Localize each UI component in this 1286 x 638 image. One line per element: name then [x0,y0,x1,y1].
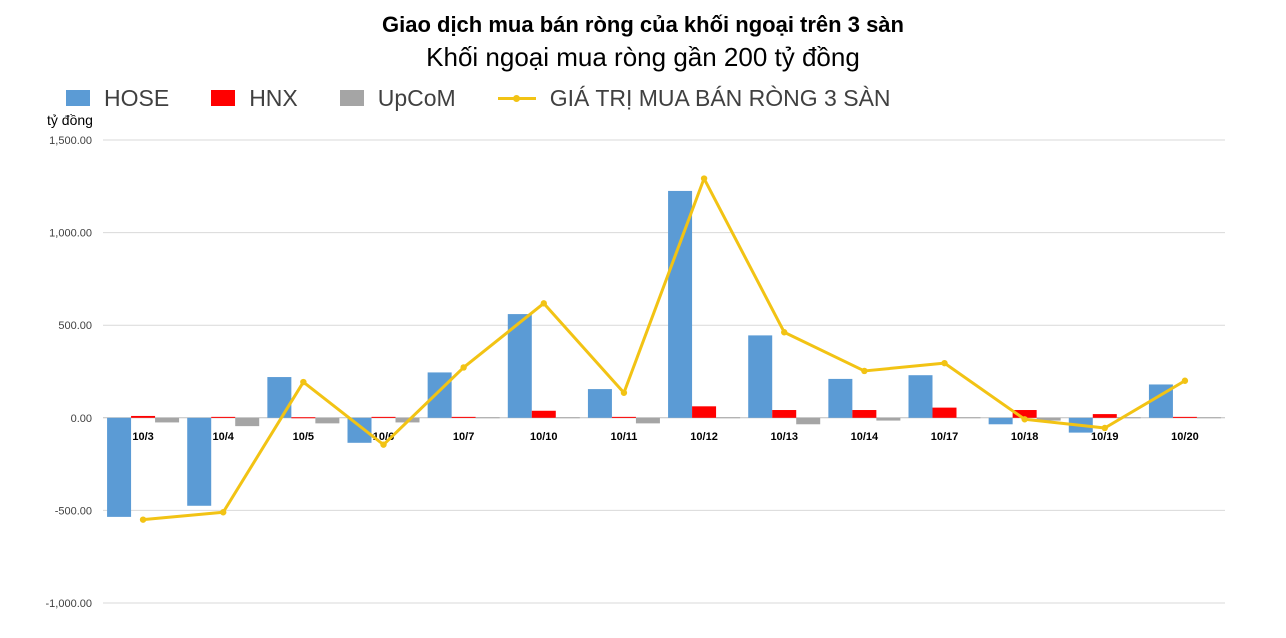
bar-upcom [315,417,340,424]
bar-hnx [131,415,156,418]
total-net-point [1101,424,1108,432]
y-tick-label: 500.00 [58,320,92,332]
x-tick-label: 10/10 [530,431,558,443]
legend-swatch-upcom [339,90,364,106]
bar-hose [828,378,853,418]
total-net-point [1181,377,1189,384]
bar-upcom [235,417,260,427]
x-tick-label: 10/13 [770,431,798,443]
bar-hnx [1012,410,1037,418]
x-tick-label: 10/17 [931,431,959,443]
bar-hnx [371,416,396,418]
bar-upcom [555,417,580,419]
bar-hose [267,377,292,418]
bar-hose [187,417,212,506]
bar-upcom [1196,417,1221,419]
bar-hose [668,190,693,418]
bar-hnx [611,416,636,418]
legend-item-hose: HOSE [66,85,169,112]
y-tick-label: 0.00 [71,413,92,425]
chart-subtitle: Khối ngoại mua ròng gần 200 tỷ đồng [426,42,860,72]
total-net-point [380,441,387,448]
x-tick-label: 10/12 [690,431,718,443]
bar-upcom [1116,417,1141,419]
bar-hose [107,417,132,517]
bar-upcom [716,417,741,419]
bar-hnx [852,410,877,418]
bar-upcom [155,417,180,423]
x-tick-label: 10/5 [293,431,314,443]
total-net-point [460,364,467,371]
bar-hnx [451,416,476,418]
chart-legend: HOSE HNX UpCoM GIÁ TRỊ MUA BÁN RÒNG 3 SÀ… [66,84,933,112]
bar-upcom [796,417,821,425]
bar-hose [587,389,612,418]
legend-swatch-total [497,90,536,106]
bar-hnx [1092,414,1117,418]
total-net-point [700,175,708,182]
total-net-point [620,389,628,396]
legend-item-hnx: HNX [211,85,298,112]
bar-hose [908,375,933,418]
bar-hose [427,372,452,418]
legend-swatch-hnx [211,90,236,106]
x-tick-label: 10/19 [1091,431,1119,443]
total-net-point [220,509,227,516]
x-tick-label: 10/3 [132,431,153,443]
y-axis-unit-label: tỷ đồng [47,112,93,128]
legend-item-upcom: UpCoM [339,84,456,112]
total-net-point [781,329,788,336]
total-net-point [861,367,868,375]
bar-upcom [475,417,500,419]
total-net-point [1021,416,1028,423]
y-tick-label: 1,000.00 [49,228,92,240]
bar-hose [988,417,1013,425]
x-tick-label: 10/7 [453,431,474,443]
bar-hnx [531,410,556,418]
total-net-point [300,378,307,386]
x-tick-label: 10/14 [851,431,879,443]
bar-hnx [291,417,316,419]
total-net-line [142,177,1186,522]
total-net-point [941,359,948,367]
bar-hnx [211,416,236,418]
total-net-point [139,516,147,523]
total-net-point [540,300,547,307]
bar-hose [507,314,532,418]
y-tick-label: -1,000.00 [46,598,92,610]
x-tick-label: 10/4 [213,431,235,443]
bar-hnx [692,406,717,418]
y-tick-label: -500.00 [55,505,92,517]
legend-swatch-hose [66,90,90,106]
bar-upcom [956,417,981,419]
legend-label-upcom: UpCoM [377,84,456,111]
bar-hnx [1172,416,1197,418]
x-tick-label: 10/20 [1171,431,1199,443]
bar-upcom [635,417,660,424]
bar-hnx [932,407,957,418]
bar-upcom [876,417,901,421]
chart-title: Giao dịch mua bán ròng của khối ngoại tr… [382,12,904,37]
legend-item-total: GIÁ TRỊ MUA BÁN RÒNG 3 SÀN [497,84,891,112]
bar-hose [748,335,773,418]
bar-hnx [772,410,797,418]
y-tick-label: 1,500.00 [49,135,92,147]
legend-label-hnx: HNX [249,84,298,111]
bar-hose [347,417,372,443]
x-tick-label: 10/18 [1011,431,1039,443]
bar-upcom [1036,417,1061,421]
x-tick-label: 10/11 [610,431,637,443]
legend-label-total: GIÁ TRỊ MUA BÁN RÒNG 3 SÀN [549,84,891,111]
legend-label-hose: HOSE [104,84,170,111]
